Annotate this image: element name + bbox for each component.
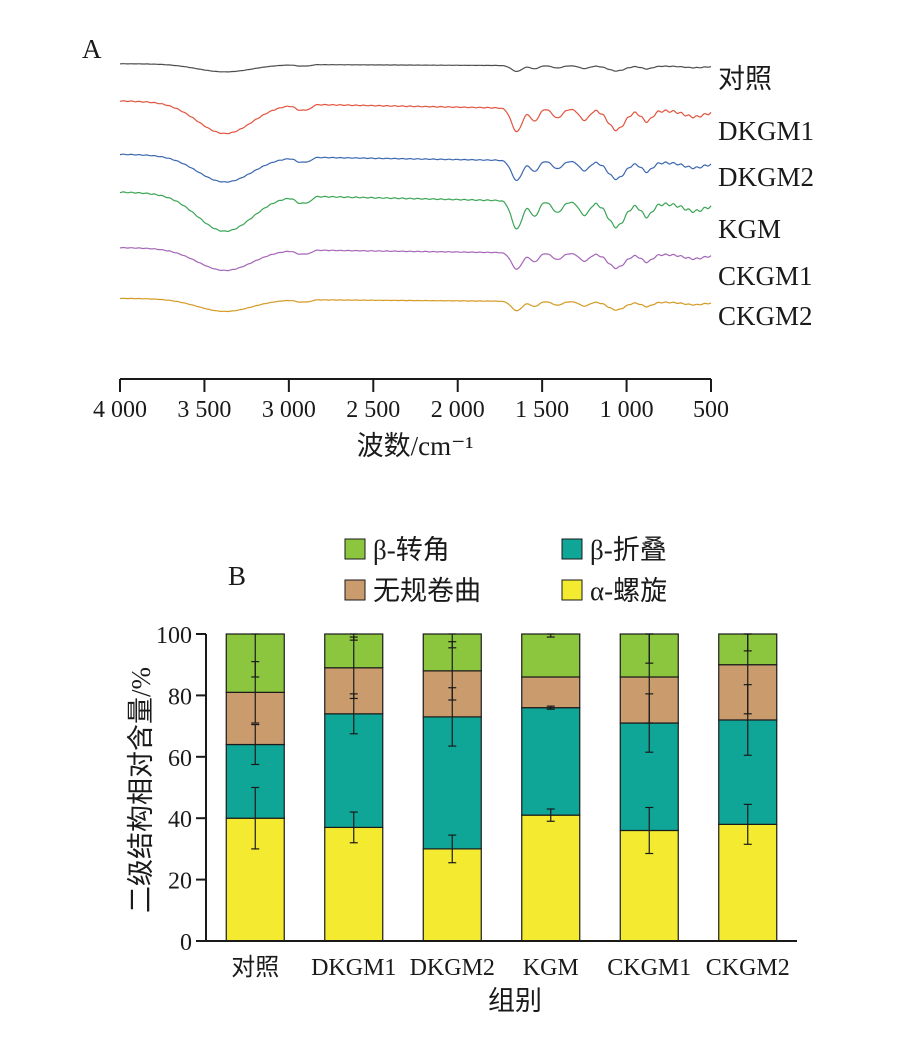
bar-alpha-helix-4 bbox=[619, 829, 679, 942]
x-tick-label: 1 500 bbox=[515, 397, 569, 423]
spectrum-label-ckgm2: CKGM2 bbox=[718, 301, 813, 331]
ftir-panel: A 对照 DKGM1 DKGM2 KGM CKGM1 CKGM2 4 000 3 500 3 … bbox=[82, 34, 814, 461]
x-tick-label: 2 500 bbox=[346, 397, 400, 423]
spectrum-line-ckgm2 bbox=[120, 297, 712, 313]
x-axis-categories: 对照 DKGM1 DKGM2 KGM CKGM1 CKGM2 bbox=[231, 954, 790, 981]
spectrum-line-ckgm1 bbox=[120, 246, 712, 272]
y-tick-label: 0 bbox=[180, 930, 192, 956]
x-tick-label: 1 000 bbox=[600, 397, 654, 423]
y-tick-label: 20 bbox=[168, 869, 192, 895]
legend-label: β-转角 bbox=[373, 535, 450, 565]
stacked-bars bbox=[225, 633, 778, 942]
y-tick-label: 40 bbox=[168, 807, 192, 833]
y-axis-ticks: 0 20 40 60 80 100 bbox=[156, 623, 206, 956]
panel-label-b: B bbox=[228, 561, 246, 591]
x-category-label: DKGM1 bbox=[311, 955, 396, 981]
spectrum-label-dkgm2: DKGM2 bbox=[718, 162, 814, 192]
x-category-label: 对照 bbox=[231, 954, 279, 981]
bar-beta-turn-3 bbox=[521, 633, 581, 678]
x-tick-label: 4 000 bbox=[93, 397, 147, 423]
spectra-lines bbox=[119, 63, 712, 313]
spectrum-line-kgm bbox=[119, 191, 712, 232]
spectra-labels: 对照 DKGM1 DKGM2 KGM CKGM1 CKGM2 bbox=[718, 64, 814, 331]
y-axis-label: 二级结构相对含量/% bbox=[126, 667, 156, 913]
spectrum-label-dkgm1: DKGM1 bbox=[718, 116, 814, 146]
x-tick-label: 500 bbox=[693, 397, 729, 423]
bar-alpha-helix-3 bbox=[521, 814, 581, 942]
x-category-label: KGM bbox=[523, 955, 579, 981]
y-tick-label: 100 bbox=[156, 623, 192, 649]
x-category-label: DKGM2 bbox=[410, 955, 495, 981]
x-axis-label: 波数/cm⁻¹ bbox=[357, 431, 474, 461]
legend-label: α-螺旋 bbox=[590, 576, 667, 606]
bar-alpha-helix-2 bbox=[422, 848, 482, 942]
legend-label: 无规卷曲 bbox=[373, 576, 481, 606]
legend-label: β-折叠 bbox=[590, 535, 667, 565]
legend-swatch bbox=[344, 579, 366, 601]
spectrum-line-dkgm2 bbox=[119, 153, 712, 183]
y-tick-label: 80 bbox=[168, 684, 192, 710]
spectrum-label-kgm: KGM bbox=[718, 214, 781, 244]
spectrum-line-control bbox=[120, 63, 712, 73]
x-axis-ticks: 4 000 3 500 3 000 2 500 2 000 1 500 1 000 500 bbox=[93, 379, 729, 423]
x-category-label: CKGM1 bbox=[607, 955, 691, 981]
legend-swatch bbox=[344, 538, 366, 560]
spectrum-label-control: 对照 bbox=[718, 64, 772, 94]
x-axis-label-b: 组别 bbox=[488, 986, 542, 1016]
x-tick-label: 2 000 bbox=[431, 397, 485, 423]
y-tick-label: 60 bbox=[168, 746, 192, 772]
bar-alpha-helix-1 bbox=[324, 826, 384, 942]
legend-swatch bbox=[561, 579, 583, 601]
x-tick-label: 3 500 bbox=[177, 397, 231, 423]
panel-label-a: A bbox=[82, 34, 102, 64]
x-category-label: CKGM2 bbox=[706, 955, 790, 981]
bar-random-coil-3 bbox=[521, 676, 581, 709]
x-tick-label: 3 000 bbox=[262, 397, 316, 423]
error-bars bbox=[251, 633, 752, 864]
bar-beta-sheet-3 bbox=[521, 707, 581, 816]
legend-swatch bbox=[561, 538, 583, 560]
spectrum-label-ckgm1: CKGM1 bbox=[718, 261, 813, 291]
spectrum-line-dkgm1 bbox=[119, 100, 712, 135]
